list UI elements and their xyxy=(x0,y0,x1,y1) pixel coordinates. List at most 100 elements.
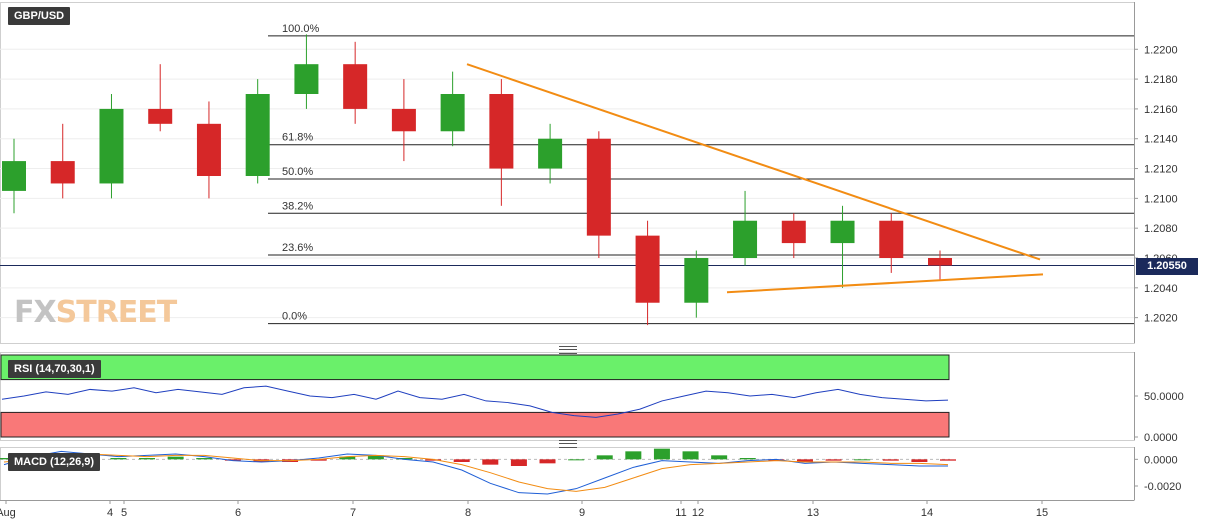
fib-level-label: 50.0% xyxy=(282,166,313,178)
y-tick-label: 1.2080 xyxy=(1144,223,1178,235)
macd-histogram-bar xyxy=(882,459,899,461)
pane-resize-handle[interactable] xyxy=(559,346,577,354)
candle-body xyxy=(99,108,124,184)
candle xyxy=(2,138,26,214)
candle xyxy=(245,79,270,184)
macd-histogram-bar xyxy=(339,456,356,460)
candle xyxy=(343,41,368,124)
candle-body xyxy=(245,94,270,176)
candle xyxy=(489,79,514,206)
candle-body xyxy=(50,161,75,184)
macd-histogram-bar xyxy=(739,458,756,460)
candle-body xyxy=(391,108,416,132)
candle xyxy=(538,123,563,184)
y-tick-label: 1.2200 xyxy=(1144,44,1178,56)
candle-body xyxy=(781,220,806,244)
candle-body xyxy=(2,161,26,191)
candle xyxy=(830,205,855,288)
y-tick-label: 1.2020 xyxy=(1144,313,1178,325)
macd-histogram-bar xyxy=(167,456,184,460)
macd-histogram-bar xyxy=(911,459,928,462)
candle-body xyxy=(294,64,319,94)
macd-histogram-bar xyxy=(796,459,813,462)
macd-histogram-bar xyxy=(682,451,699,460)
macd-histogram-bar xyxy=(196,458,213,460)
macd-histogram-bar xyxy=(0,458,12,460)
candle xyxy=(196,101,221,199)
x-tick-label: 11 xyxy=(675,507,686,519)
y-tick-label: 1.2140 xyxy=(1144,134,1178,146)
candle xyxy=(928,250,952,281)
x-tick-label: 7 xyxy=(350,507,356,519)
y-tick-label: 0.0000 xyxy=(1144,454,1178,466)
macd-histogram-bar xyxy=(653,448,670,460)
candle-body xyxy=(538,138,563,169)
candle xyxy=(684,250,709,318)
macd-histogram-bar xyxy=(768,459,785,461)
candle-body xyxy=(733,220,758,258)
support-trendline xyxy=(726,273,1044,294)
x-tick-label: 13 xyxy=(807,507,819,519)
resistance-trendline xyxy=(466,63,1041,261)
macd-histogram-bar xyxy=(482,459,499,465)
fib-level-label: 23.6% xyxy=(282,242,313,254)
macd-histogram-bar xyxy=(425,459,442,461)
candle-body xyxy=(440,94,465,132)
y-tick-label: 50.0000 xyxy=(1144,391,1184,403)
fib-level-label: 0.0% xyxy=(282,311,307,323)
candle-body xyxy=(343,64,368,109)
macd-histogram-bar xyxy=(510,459,527,466)
candle-body xyxy=(928,258,952,266)
candle xyxy=(879,213,904,273)
candle xyxy=(586,131,611,258)
candle xyxy=(99,94,124,199)
y-tick-label: 1.2120 xyxy=(1144,164,1178,176)
x-tick-label: 12 xyxy=(692,507,704,519)
rsi-label: RSI (14,70,30,1) xyxy=(8,360,101,378)
candle-body xyxy=(635,235,660,303)
rsi-overbought-zone xyxy=(0,354,950,381)
y-tick-label: -0.0020 xyxy=(1144,481,1181,493)
candle xyxy=(391,79,416,162)
candle-body xyxy=(196,123,221,176)
x-tick-label: Aug xyxy=(0,507,16,519)
symbol-label: GBP/USD xyxy=(8,7,71,25)
macd-histogram-bar xyxy=(110,458,127,460)
price-pane xyxy=(0,2,1135,344)
macd-signal-line xyxy=(3,453,949,492)
candle-body xyxy=(879,220,904,258)
x-tick-label: 4 xyxy=(107,507,113,519)
macd-histogram-bar xyxy=(396,458,413,460)
fib-level-label: 100.0% xyxy=(282,23,320,35)
candle-body xyxy=(830,220,855,244)
macd-histogram-bar xyxy=(854,459,871,461)
fib-level-label: 38.2% xyxy=(282,200,313,212)
candle xyxy=(635,220,660,326)
macd-histogram-bar xyxy=(940,459,956,461)
candle-body xyxy=(489,94,514,169)
current-price-tag: 1.20550 xyxy=(1136,258,1198,275)
macd-histogram-bar xyxy=(367,455,384,460)
x-tick-label: 9 xyxy=(579,507,585,519)
macd-label: MACD (12,26,9) xyxy=(8,453,101,471)
macd-histogram-bar xyxy=(224,459,241,461)
macd-histogram-bar xyxy=(310,459,327,461)
macd-histogram-bar xyxy=(711,455,728,460)
candle-body xyxy=(148,108,173,124)
macd-histogram-bar xyxy=(625,451,642,460)
fib-level-label: 61.8% xyxy=(282,132,313,144)
candle-body xyxy=(586,138,611,236)
candle xyxy=(148,64,173,132)
macd-histogram-bar xyxy=(539,459,556,464)
macd-histogram-bar xyxy=(453,459,470,462)
candle xyxy=(733,190,758,266)
macd-histogram-bar xyxy=(139,458,156,460)
candle xyxy=(440,71,465,147)
macd-histogram-bar xyxy=(825,459,842,461)
x-tick-label: 15 xyxy=(1036,507,1048,519)
candle xyxy=(50,123,75,199)
pane-resize-handle[interactable] xyxy=(559,440,577,448)
y-tick-label: 1.2180 xyxy=(1144,74,1178,86)
